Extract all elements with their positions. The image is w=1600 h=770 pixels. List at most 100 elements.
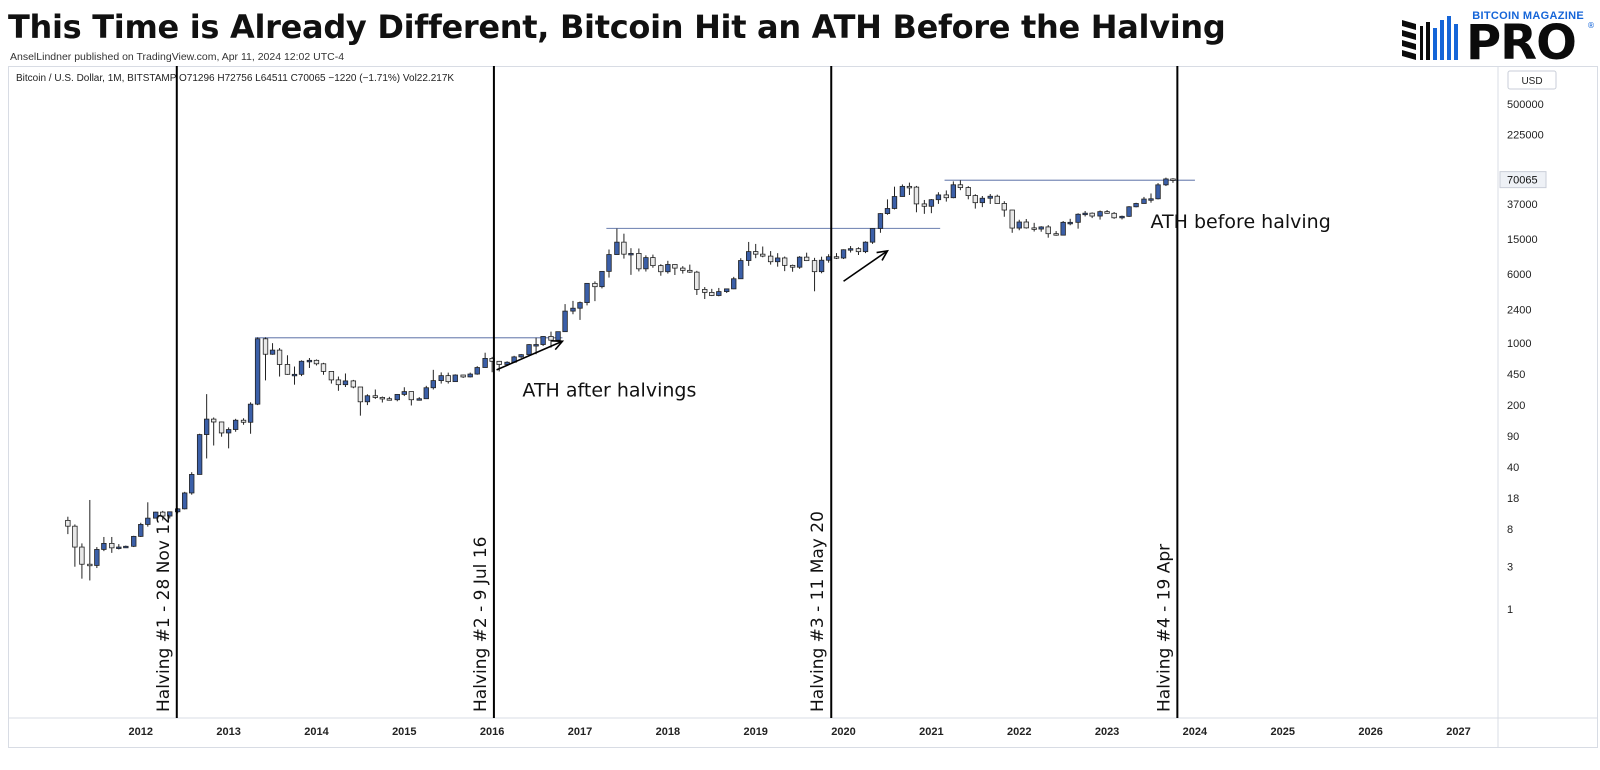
candle-up [863,242,868,252]
candle-up [439,376,444,381]
candle-down [782,258,787,265]
candle-up [197,435,202,475]
candle-down [651,258,656,266]
candle-down [995,196,1000,203]
candle-down [760,254,765,256]
candle-down [241,420,246,422]
candle-up [365,396,370,402]
candle-up [1076,214,1081,222]
y-tick-label: 1 [1507,604,1513,616]
halving-label: Halving #1 - 28 Nov 12 [154,513,174,712]
y-tick-label: 90 [1507,431,1519,443]
candle-down [637,253,642,268]
candle-up [1127,207,1132,217]
candle-up [870,228,875,242]
candle-up [255,339,260,404]
candle-down [497,361,502,364]
candle-up [892,196,897,208]
halving-label: Halving #2 - 9 Jul 16 [471,537,491,712]
candle-up [1098,212,1103,216]
candle-up [527,345,532,355]
y-tick-label: 2400 [1507,304,1531,316]
candle-down [659,266,664,272]
candle-up [738,261,743,279]
candle-up [453,375,458,382]
x-tick-label: 2022 [1007,726,1031,738]
x-tick-label: 2014 [304,726,329,738]
x-tick-label: 2020 [831,726,855,738]
candle-down [285,364,290,374]
x-tick-label: 2012 [129,726,153,738]
candle-down [380,397,385,399]
candle-up [519,355,524,357]
y-tick-label: 6000 [1507,269,1531,281]
candle-up [402,392,407,395]
candle-up [819,260,824,271]
candle-up [1142,199,1147,203]
candle-up [204,419,209,434]
annotation-arrow [844,251,888,281]
candle-up [424,388,429,399]
candle-up [563,311,568,332]
candle-up [1061,222,1066,235]
candle-down [1090,213,1095,216]
x-tick-label: 2019 [743,726,767,738]
candle-down [314,360,319,363]
candle-up [343,381,348,385]
y-tick-label: 500000 [1507,99,1544,111]
annotation-text: ATH before halving [1151,211,1331,233]
candle-down [211,419,216,422]
candle-up [936,195,941,200]
candle-down [80,547,85,564]
currency-label: USD [1521,76,1542,87]
candle-up [102,543,107,549]
candle-down [461,375,466,377]
x-tick-label: 2021 [919,726,943,738]
candle-down [681,268,686,270]
candle-down [336,380,341,385]
candle-up [629,253,634,255]
x-tick-label: 2024 [1183,726,1208,738]
arrow-head-icon [877,251,888,261]
candle-up [431,381,436,388]
candle-up [717,292,722,296]
candlestick-chart[interactable]: USD5000002250003700015000600024001000450… [0,0,1600,770]
candle-up [292,374,297,376]
candle-up [95,549,100,565]
candle-up [417,399,422,401]
candle-down [688,270,693,272]
candle-down [219,422,224,433]
y-tick-label: 1000 [1507,338,1531,350]
candle-up [578,303,583,309]
candle-down [768,256,773,262]
annotation-text: ATH after halvings [522,380,696,402]
candle-up [826,257,831,260]
candle-up [797,257,802,267]
x-tick-label: 2015 [392,726,416,738]
candle-up [1156,185,1161,199]
candle-up [182,493,187,509]
candle-down [446,376,451,382]
y-tick-label: 225000 [1507,130,1544,142]
candle-up [299,361,304,374]
candle-down [549,336,554,340]
candle-up [483,358,488,367]
halving-label: Halving #3 - 11 May 20 [808,511,828,712]
candle-down [1054,234,1059,236]
candle-down [966,188,971,196]
candle-up [1017,222,1022,228]
candle-up [600,271,605,286]
candle-down [1105,212,1110,214]
halving-label: Halving #4 - 19 Apr [1154,544,1174,712]
x-tick-label: 2026 [1358,726,1382,738]
x-tick-label: 2023 [1095,726,1119,738]
candle-up [731,279,736,289]
candle-up [1083,213,1088,215]
candle-up [980,198,985,202]
candle-down [914,187,919,204]
candle-down [329,371,334,379]
candle-down [66,520,71,526]
candle-down [958,185,963,188]
candle-up [848,249,853,251]
y-tick-label: 200 [1507,400,1525,412]
